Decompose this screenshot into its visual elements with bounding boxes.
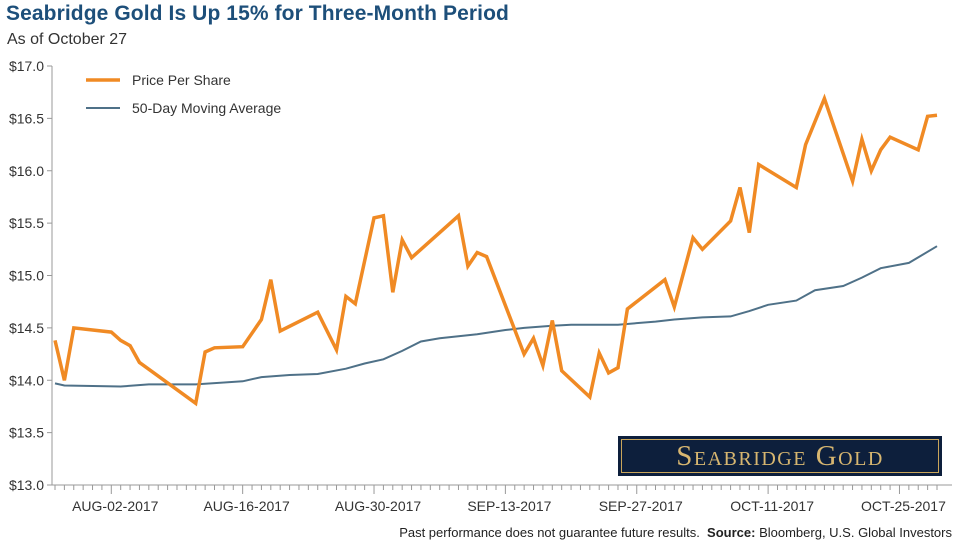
disclaimer-text: Past performance does not guarantee futu… xyxy=(399,525,700,540)
x-tick-label: OCT-25-2017 xyxy=(861,498,946,514)
x-tick-label: SEP-27-2017 xyxy=(599,498,683,514)
x-tick-label: OCT-11-2017 xyxy=(730,498,814,514)
seabridge-gold-logo: Seabridge Gold xyxy=(618,436,942,476)
y-tick-label: $14.0 xyxy=(9,372,44,388)
y-tick-label: $15.5 xyxy=(9,215,44,231)
series-line-price xyxy=(53,93,938,407)
y-tick-label: $14.5 xyxy=(9,320,44,336)
chart-title: Seabridge Gold Is Up 15% for Three-Month… xyxy=(6,2,509,25)
y-tick-label: $15.0 xyxy=(9,268,44,284)
legend-label: Price Per Share xyxy=(132,72,231,88)
legend-label: 50-Day Moving Average xyxy=(132,100,281,116)
y-tick-label: $17.0 xyxy=(9,58,44,74)
y-tick-label: $13.0 xyxy=(9,477,44,493)
source-text: Bloomberg, U.S. Global Investors xyxy=(759,525,952,540)
chart-subtitle: As of October 27 xyxy=(7,31,128,48)
x-tick-label: AUG-16-2017 xyxy=(203,498,290,514)
logo-text: Seabridge Gold xyxy=(676,439,884,472)
series-line-moving-average xyxy=(54,245,938,388)
y-tick-label: $16.0 xyxy=(9,163,44,179)
x-tick-label: SEP-13-2017 xyxy=(467,498,551,514)
chart-footnote: Past performance does not guarantee futu… xyxy=(399,525,952,540)
y-tick-label: $13.5 xyxy=(9,425,44,441)
x-tick-label: AUG-02-2017 xyxy=(72,498,159,514)
x-tick-label: AUG-30-2017 xyxy=(335,498,422,514)
source-label: Source: xyxy=(707,525,756,540)
y-tick-label: $16.5 xyxy=(9,110,44,126)
